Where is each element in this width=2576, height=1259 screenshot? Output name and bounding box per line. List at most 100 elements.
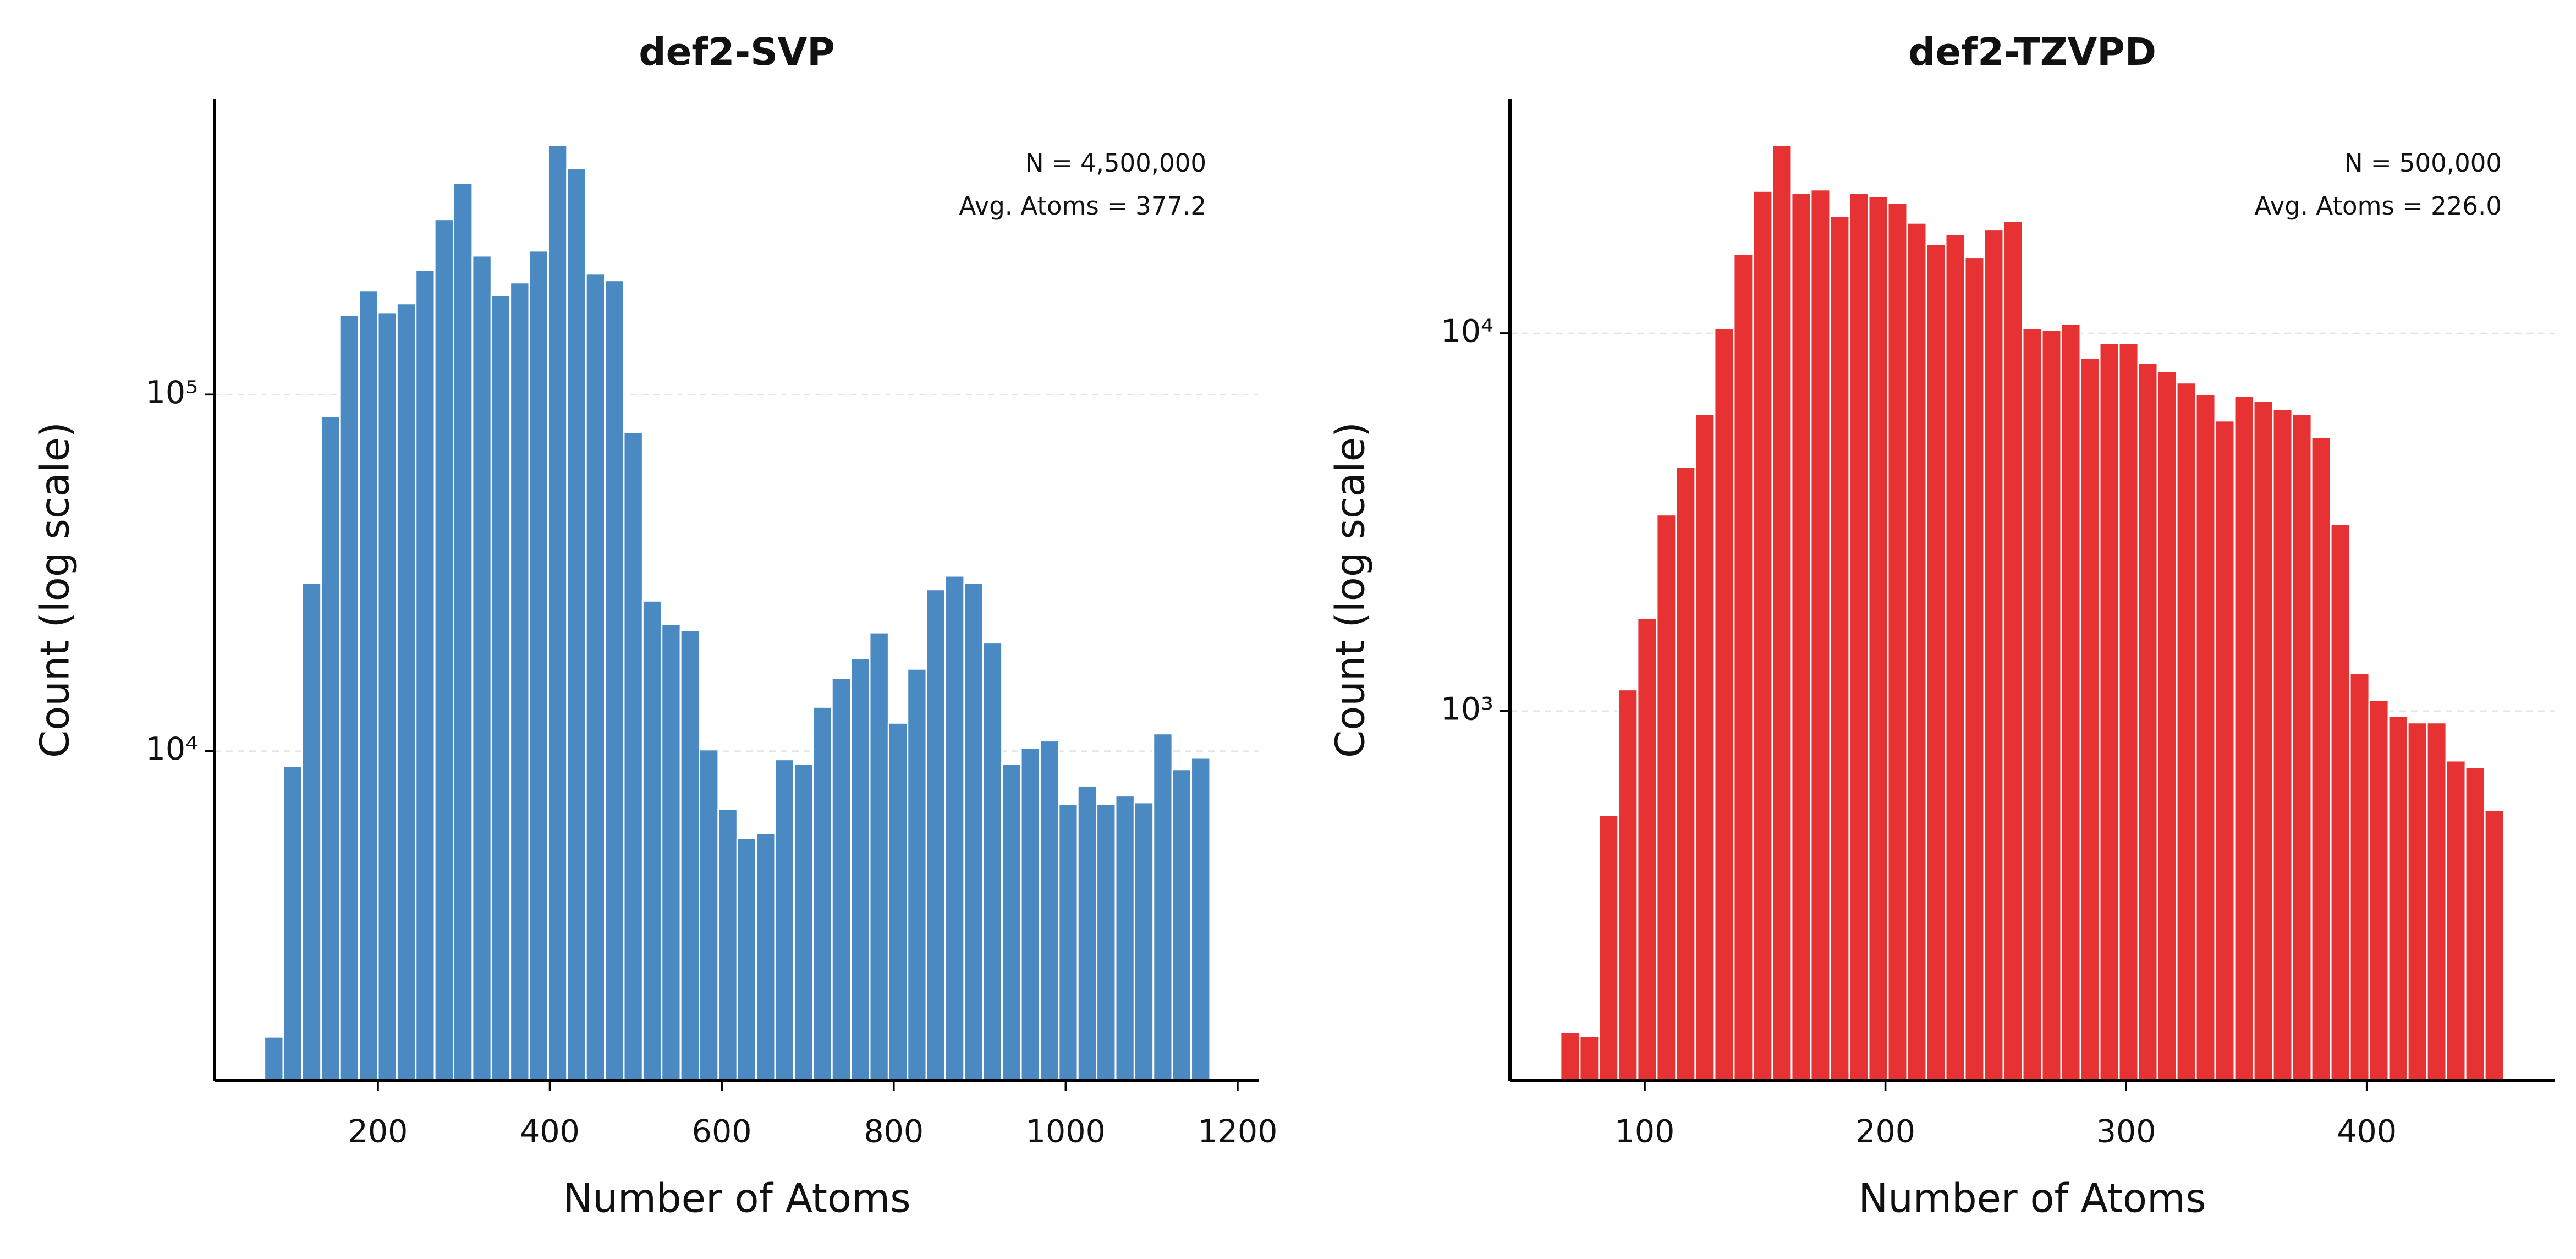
histogram-bar bbox=[2137, 362, 2158, 1082]
histogram-bar bbox=[736, 837, 757, 1082]
histogram-bar bbox=[1152, 733, 1173, 1082]
histogram-bar bbox=[963, 582, 984, 1082]
y-tick-label: 10³ bbox=[1441, 691, 1493, 727]
histogram-bar bbox=[1190, 757, 1211, 1082]
x-tick-label: 1200 bbox=[1198, 1114, 1277, 1150]
histogram-bar bbox=[1656, 514, 1677, 1082]
histogram-bar bbox=[1810, 189, 1831, 1082]
histogram-bar bbox=[358, 289, 379, 1082]
histogram-bar bbox=[604, 279, 625, 1082]
histogram-bar bbox=[944, 575, 965, 1082]
y-tick-label: 10⁴ bbox=[146, 731, 198, 767]
histogram-bar bbox=[301, 582, 322, 1082]
histogram-bar bbox=[907, 668, 927, 1082]
histogram-bar bbox=[2233, 395, 2255, 1082]
y-tick-label: 10⁴ bbox=[1441, 314, 1493, 350]
x-tick-label: 400 bbox=[2337, 1114, 2397, 1150]
histogram-bar bbox=[982, 641, 1003, 1082]
histogram-bar bbox=[2349, 672, 2370, 1082]
histogram-bar bbox=[2176, 382, 2197, 1082]
histogram-bar bbox=[812, 706, 833, 1082]
histogram-bar bbox=[339, 314, 360, 1082]
histogram-bar bbox=[1694, 413, 1716, 1082]
histogram-bar bbox=[1133, 801, 1155, 1082]
histogram-bar bbox=[1925, 243, 1947, 1082]
histogram-bar bbox=[528, 250, 549, 1082]
histogram-bar bbox=[887, 722, 909, 1082]
histogram-bar bbox=[547, 144, 568, 1082]
histogram-bar bbox=[2368, 699, 2390, 1082]
histogram-bar bbox=[396, 303, 417, 1082]
histogram-bar bbox=[1733, 253, 1754, 1082]
annotation: Avg. Atoms = 226.0 bbox=[2254, 191, 2502, 221]
histogram-bar bbox=[661, 623, 682, 1082]
histogram-bar bbox=[1096, 803, 1117, 1082]
y-tick-label: 10⁵ bbox=[146, 375, 198, 411]
x-tick-label: 300 bbox=[2096, 1114, 2156, 1150]
histogram-bar bbox=[1887, 202, 1908, 1082]
histogram-bar bbox=[1771, 144, 1793, 1082]
histogram-bar bbox=[850, 657, 871, 1082]
histogram-bar bbox=[282, 765, 303, 1082]
histogram-bar bbox=[774, 758, 795, 1082]
histogram-bar bbox=[1752, 190, 1773, 1082]
histogram-bar bbox=[1906, 222, 1927, 1082]
x-tick-label: 200 bbox=[348, 1114, 408, 1150]
histogram-bar bbox=[2330, 523, 2351, 1082]
histogram-bar bbox=[1579, 1035, 1600, 1082]
histogram-bar bbox=[641, 600, 663, 1082]
x-tick-label: 200 bbox=[1855, 1114, 1915, 1150]
chart-title: def2-SVP bbox=[639, 30, 835, 74]
histogram-bar bbox=[2426, 722, 2447, 1082]
histogram-bar bbox=[2002, 220, 2024, 1082]
histogram-bar bbox=[509, 282, 530, 1082]
histogram-bar bbox=[471, 255, 492, 1082]
histogram-bar bbox=[2195, 393, 2216, 1082]
histogram-bar bbox=[2310, 436, 2332, 1082]
histogram-bar bbox=[1076, 784, 1098, 1082]
annotation: N = 4,500,000 bbox=[1025, 149, 1206, 178]
histogram-bar bbox=[1559, 1031, 1581, 1082]
histogram-bar bbox=[1058, 803, 1079, 1082]
histogram-bar bbox=[1713, 327, 1735, 1082]
annotation: N = 500,000 bbox=[2344, 149, 2502, 178]
histogram-bar bbox=[717, 808, 738, 1082]
histogram-bar bbox=[2445, 760, 2467, 1082]
histogram-bar bbox=[2214, 420, 2236, 1082]
histogram-bar bbox=[2253, 400, 2274, 1082]
histogram-bar bbox=[2099, 342, 2120, 1082]
histogram-bar bbox=[2060, 323, 2081, 1082]
histogram-bar bbox=[433, 218, 455, 1082]
histogram-bar bbox=[623, 431, 644, 1082]
histogram-bar bbox=[869, 631, 889, 1082]
histogram-bar bbox=[2118, 342, 2139, 1082]
histogram-bar bbox=[415, 269, 436, 1082]
histogram-bar bbox=[2272, 408, 2293, 1082]
histogram-bar bbox=[755, 832, 776, 1082]
histogram-bar bbox=[1617, 689, 1639, 1082]
x-tick-label: 1000 bbox=[1026, 1114, 1106, 1150]
histogram-bar bbox=[2291, 413, 2313, 1082]
histogram-bar bbox=[793, 763, 814, 1082]
x-tick-label: 400 bbox=[520, 1114, 580, 1150]
histogram-bar bbox=[2484, 809, 2505, 1082]
histogram-bar bbox=[1171, 768, 1193, 1082]
histogram-bar bbox=[679, 629, 701, 1082]
histogram-bar bbox=[1848, 192, 1870, 1082]
histogram-bar bbox=[1001, 763, 1022, 1082]
histogram-bar bbox=[1675, 466, 1696, 1082]
histogram-bar bbox=[925, 589, 947, 1082]
histogram-bar bbox=[2041, 329, 2062, 1082]
x-axis-label: Number of Atoms bbox=[563, 1175, 910, 1222]
histogram-bar bbox=[320, 415, 341, 1082]
histogram-bar bbox=[1114, 795, 1135, 1082]
histogram-bar bbox=[566, 168, 587, 1082]
histogram-bar bbox=[1020, 747, 1041, 1082]
histogram-bar bbox=[2407, 722, 2428, 1082]
histogram-bar bbox=[1945, 233, 1966, 1082]
histogram-bar bbox=[490, 294, 512, 1082]
x-tick-label: 800 bbox=[864, 1114, 924, 1150]
annotation: Avg. Atoms = 377.2 bbox=[959, 191, 1206, 221]
